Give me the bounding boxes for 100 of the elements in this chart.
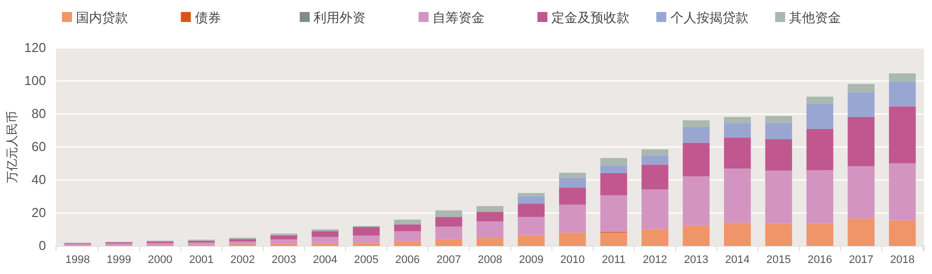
bar bbox=[848, 92, 875, 117]
x-tick-label: 2003 bbox=[272, 254, 296, 266]
bar bbox=[724, 138, 751, 169]
bar bbox=[394, 231, 421, 242]
bar bbox=[642, 149, 668, 156]
bar bbox=[600, 158, 628, 166]
bar bbox=[642, 155, 668, 165]
y-tick-label: 80 bbox=[32, 106, 46, 122]
y-tick-label: 120 bbox=[24, 40, 46, 56]
x-tick-label: 2005 bbox=[354, 254, 379, 266]
legend-label: 其他资金 bbox=[789, 11, 842, 26]
bar bbox=[352, 236, 380, 243]
bar bbox=[765, 116, 792, 123]
x-tick-label: 2002 bbox=[230, 254, 255, 266]
bar bbox=[312, 231, 338, 237]
bar bbox=[312, 236, 338, 244]
x-tick-label: 2015 bbox=[766, 254, 791, 266]
legend-label: 国内贷款 bbox=[76, 11, 128, 26]
x-tick-label: 2013 bbox=[684, 254, 708, 266]
y-tick-label: 100 bbox=[24, 73, 46, 88]
bar bbox=[724, 116, 751, 124]
bar bbox=[765, 122, 792, 140]
x-tick-label: 2018 bbox=[890, 254, 915, 266]
x-tick-label: 2004 bbox=[312, 254, 338, 266]
bar bbox=[435, 216, 462, 227]
bar bbox=[518, 204, 545, 217]
bar bbox=[600, 195, 628, 232]
x-tick-label: 2008 bbox=[478, 254, 502, 266]
x-tick-label: 2001 bbox=[189, 254, 214, 266]
bar bbox=[682, 225, 710, 246]
bar bbox=[724, 222, 751, 246]
x-tick-label: 2012 bbox=[642, 254, 668, 266]
bar bbox=[394, 220, 421, 224]
x-tick-label: 2016 bbox=[808, 254, 832, 266]
bar bbox=[682, 120, 710, 128]
x-tick-label: 2007 bbox=[436, 254, 462, 266]
bar bbox=[600, 232, 628, 246]
bar bbox=[682, 127, 710, 143]
bar bbox=[888, 81, 916, 106]
bar bbox=[312, 243, 338, 246]
bar bbox=[394, 241, 421, 246]
bar bbox=[806, 104, 834, 130]
bar bbox=[270, 235, 298, 240]
bar bbox=[888, 73, 916, 82]
legend-label: 定金及预收款 bbox=[551, 11, 630, 26]
bar bbox=[682, 142, 710, 176]
bar bbox=[724, 123, 751, 138]
x-tick-label: 2006 bbox=[395, 254, 420, 266]
x-tick-label: 2009 bbox=[518, 254, 544, 266]
bar bbox=[765, 224, 792, 246]
bar bbox=[476, 221, 504, 238]
bar bbox=[518, 193, 545, 196]
bar bbox=[394, 224, 421, 232]
bar bbox=[765, 170, 792, 224]
x-tick-label: 2011 bbox=[602, 254, 626, 266]
x-tick-label: 2014 bbox=[725, 254, 750, 266]
y-tick-label: 0 bbox=[38, 238, 46, 254]
bar bbox=[806, 96, 834, 104]
bar bbox=[229, 242, 256, 245]
bar bbox=[559, 172, 586, 178]
y-tick-label: 20 bbox=[32, 205, 46, 220]
x-tick-label: 1998 bbox=[65, 254, 90, 266]
x-tick-label: 2017 bbox=[848, 254, 874, 266]
bar bbox=[476, 238, 504, 246]
bar bbox=[806, 129, 834, 170]
bar bbox=[848, 116, 875, 166]
bar bbox=[642, 229, 668, 246]
x-tick-label: 2010 bbox=[560, 254, 585, 266]
legend-label: 个人按揭贷款 bbox=[670, 11, 748, 26]
x-tick-label: 2000 bbox=[148, 254, 172, 266]
bar bbox=[848, 166, 875, 219]
y-axis-title: 万亿元人民币 bbox=[5, 111, 19, 183]
bar bbox=[806, 224, 834, 246]
y-tick-label: 60 bbox=[32, 139, 46, 154]
bar bbox=[848, 218, 875, 246]
bar bbox=[476, 212, 504, 222]
bar bbox=[559, 232, 586, 246]
bar bbox=[888, 163, 916, 220]
bar bbox=[724, 168, 751, 223]
bar bbox=[559, 188, 586, 205]
bar bbox=[559, 204, 586, 233]
bar bbox=[435, 239, 462, 246]
bar bbox=[888, 220, 916, 246]
bar bbox=[270, 239, 298, 244]
bar bbox=[765, 139, 792, 171]
bar bbox=[435, 226, 462, 240]
bar bbox=[518, 216, 545, 236]
bar bbox=[848, 84, 875, 92]
bar bbox=[682, 176, 710, 226]
x-tick-label: 1999 bbox=[106, 254, 132, 266]
bar bbox=[600, 165, 628, 174]
legend-label: 债券 bbox=[194, 11, 221, 26]
bar bbox=[559, 178, 586, 188]
legend-label: 利用外资 bbox=[314, 11, 366, 26]
bar bbox=[806, 170, 834, 224]
bar bbox=[518, 235, 545, 246]
bar bbox=[229, 239, 256, 242]
bar bbox=[642, 164, 668, 190]
bar bbox=[888, 106, 916, 164]
bar bbox=[435, 210, 462, 217]
